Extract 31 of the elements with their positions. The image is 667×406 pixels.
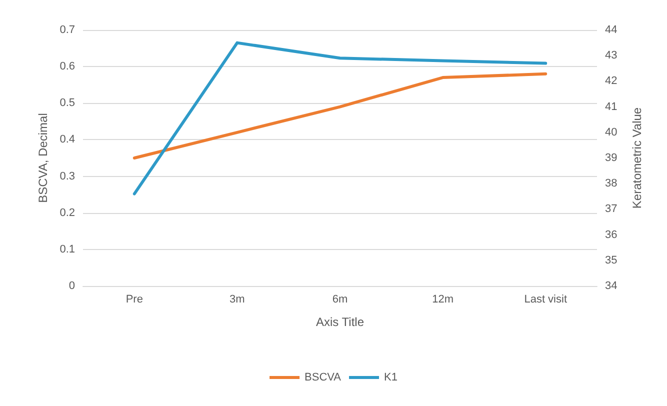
y-tick-label: 0.1 [60, 243, 75, 256]
y2-tick-label: 44 [605, 24, 618, 36]
y-tick-label: 0.4 [60, 134, 75, 146]
y-tick-label: 0.2 [60, 206, 75, 219]
x-tick-label: 12m [432, 294, 454, 306]
y2-tick-label: 35 [605, 254, 618, 266]
y-tick-label: 0.3 [60, 170, 75, 182]
x-tick-label: 3m [230, 294, 245, 306]
y2-tick-label: 34 [605, 280, 618, 292]
y2-tick-label: 42 [605, 75, 618, 88]
y2-tick-label: 39 [605, 152, 618, 164]
y-tick-label: 0.5 [60, 97, 75, 110]
y2-axis-title: Keratometric Value [630, 107, 644, 209]
y-tick-label: 0.7 [60, 24, 75, 36]
y2-tick-label: 43 [605, 50, 618, 62]
line-series [132, 72, 548, 160]
x-tick-label: Pre [126, 294, 143, 306]
line-series [132, 41, 548, 196]
y2-tick-label: 36 [605, 228, 618, 241]
y2-tick-label: 40 [605, 126, 618, 138]
x-axis-title: Axis Title [316, 315, 364, 329]
y-axis-title: BSCVA, Decimal [36, 113, 50, 203]
y2-tick-label: 38 [605, 178, 618, 190]
x-tick-label: 6m [332, 294, 348, 306]
y-tick-label: 0 [68, 280, 75, 292]
y-tick-label: 0.6 [60, 60, 75, 73]
y2-tick-label: 41 [605, 100, 618, 113]
y2-tick-label: 37 [605, 203, 618, 216]
legend-label: BSCVA [304, 372, 342, 384]
legend-label: K1 [384, 372, 398, 384]
x-tick-label: Last visit [524, 294, 567, 306]
